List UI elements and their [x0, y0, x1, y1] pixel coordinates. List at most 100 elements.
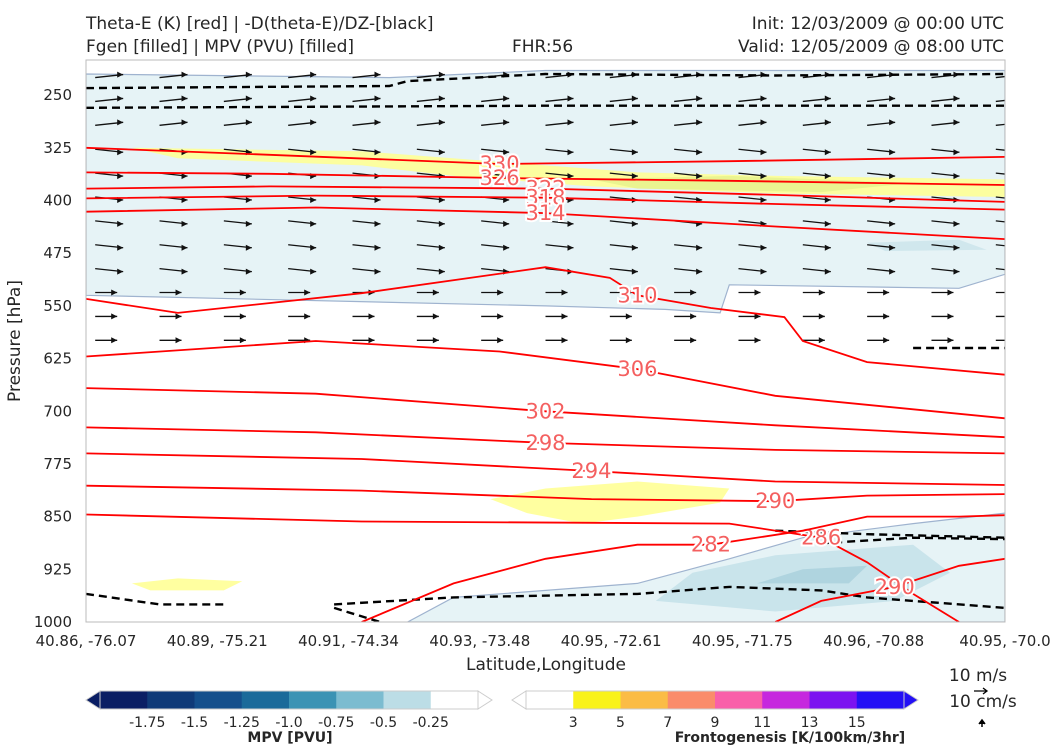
theta-e-label: 310	[617, 283, 657, 307]
wind-vector-head	[438, 95, 445, 102]
wind-vector-head	[631, 268, 638, 275]
wind-vector-head	[181, 268, 188, 275]
theta-e-label: 326	[480, 166, 520, 190]
wind-vector-head	[947, 289, 954, 296]
wind-vector-head	[438, 71, 445, 78]
theta-e-contour-6: 306	[86, 340, 1005, 420]
x-axis-label: Latitude,Longitude	[466, 655, 626, 675]
wind-vector-head	[245, 119, 252, 126]
wind-vector-head	[368, 337, 375, 344]
wind-vector-head	[561, 289, 568, 296]
theta-e-label: 322	[525, 177, 565, 201]
colorbar-tick-label: -1.0	[275, 715, 302, 731]
theta-e-label: 306	[617, 357, 657, 381]
theta-e-line	[86, 206, 1005, 240]
colorbar-swatch	[147, 691, 195, 709]
colorbar-extend-right	[903, 690, 919, 710]
wind-vector-head	[374, 244, 381, 251]
wind-vector-head	[239, 313, 246, 320]
mpv-shaded-region	[756, 565, 868, 584]
theta-e-label: 318	[525, 186, 565, 210]
wind-vector-head	[1018, 245, 1024, 251]
wind-vector-head	[368, 313, 375, 320]
colorbar-swatch	[667, 691, 716, 709]
wind-vector-head	[696, 95, 703, 102]
theta-e-contour-5: 310	[86, 266, 1005, 376]
theta-e-line	[86, 513, 960, 622]
wind-vector-head	[117, 173, 124, 180]
wind-vector-head	[1018, 221, 1024, 227]
x-tick-label: 40.95, -72.61	[561, 632, 662, 650]
wind-vector-head	[567, 149, 574, 156]
wind-vector-head	[953, 244, 960, 251]
wind-vector-head	[631, 149, 638, 156]
colorbar-swatch	[526, 691, 574, 709]
x-tick-label: 40.93, -73.48	[429, 632, 530, 650]
wind-vector-head	[889, 244, 896, 251]
theta-e-contour-10: 290	[86, 484, 1005, 515]
wind-vector-head	[696, 149, 703, 156]
wind-vector-head	[883, 337, 890, 344]
wind-vector	[995, 148, 1005, 151]
y-tick-label: 1000	[34, 613, 72, 631]
wind-vector-head	[1018, 173, 1024, 179]
wind-vector-head	[824, 268, 831, 275]
wind-vector-head	[824, 196, 831, 203]
wind-vector	[995, 123, 1005, 126]
wind-vector-head	[245, 173, 252, 180]
wind-vector-head	[889, 95, 896, 102]
y-tick-label: 700	[43, 402, 72, 420]
y-tick-label: 925	[43, 560, 72, 578]
theta-e-contour-0: 330	[86, 146, 1005, 178]
wind-vector-head	[432, 289, 439, 296]
wind-vector-head	[883, 313, 890, 320]
colorbar-extend-right	[477, 690, 493, 710]
y-tick-label: 550	[43, 297, 72, 315]
theta-e-contour-12: 282	[361, 514, 1005, 622]
wind-vector-head	[625, 337, 632, 344]
wind-vector-head	[497, 337, 504, 344]
wind-vector-head	[438, 220, 445, 227]
theta-e-label: 294	[571, 459, 611, 483]
stability-contour	[86, 592, 224, 606]
theta-e-contour-3: 318	[86, 184, 1005, 212]
colorbar-tick-label: -1.25	[224, 715, 260, 731]
colorbar-tick-label: 11	[753, 715, 771, 731]
x-tick-label: 40.89, -75.21	[167, 632, 268, 650]
wind-vector-head	[567, 173, 574, 180]
theta-e-contour-11: 286	[86, 513, 960, 622]
colorbar-tick-label: 15	[848, 715, 866, 731]
colorbar-swatch	[430, 691, 479, 709]
wind-vector-head	[760, 196, 767, 203]
colorbar-tick-label: 9	[711, 715, 720, 731]
wind-vector-head	[503, 196, 510, 203]
wind-vector-head	[111, 337, 118, 344]
wind-vector-head	[111, 313, 118, 320]
wind-vector-head	[310, 95, 317, 102]
colorbar-tick-label: -1.5	[181, 715, 208, 731]
wind-vector-head	[438, 149, 445, 156]
wind-vector-head	[438, 268, 445, 275]
wind-vector-head	[497, 289, 504, 296]
wind-vector-head	[181, 244, 188, 251]
wind-vector-head	[310, 196, 317, 203]
wind-vector-head	[567, 244, 574, 251]
wind-vector-head	[567, 220, 574, 227]
y-tick-label: 775	[43, 455, 72, 473]
mpv-shaded-region	[86, 69, 1005, 314]
wind-vector-head	[245, 220, 252, 227]
wind-vector-head	[374, 268, 381, 275]
theta-e-line	[86, 484, 1005, 503]
colorbar-tick-label: 3	[569, 715, 578, 731]
wind-vector-head	[181, 196, 188, 203]
y-tick-label: 475	[43, 244, 72, 262]
title-line-1: Theta-E (K) [red] | -D(theta-E)/DZ-[blac…	[86, 14, 434, 34]
wind-vector-head	[760, 173, 767, 180]
wind-vector	[995, 75, 1005, 79]
wind-vector-head	[503, 220, 510, 227]
wind-vector	[995, 99, 1005, 103]
wind-vector-head	[438, 119, 445, 126]
wind-vector-head	[760, 149, 767, 156]
wind-vector-head	[818, 289, 825, 296]
wind-vector-head	[245, 71, 252, 78]
